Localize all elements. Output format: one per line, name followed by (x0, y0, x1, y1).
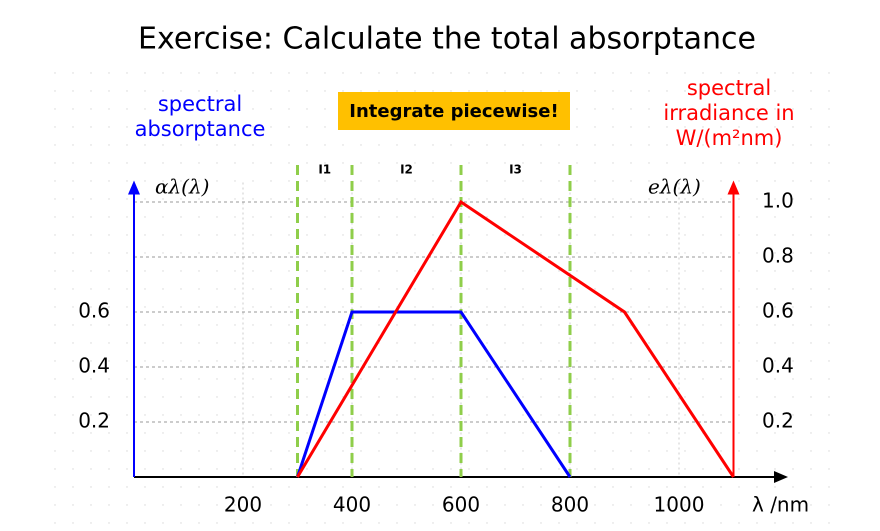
interval-label: I1 (318, 163, 331, 177)
y2-tick-label: 0.4 (762, 354, 794, 378)
x-tick-label: 200 (224, 493, 262, 517)
interval-label: I3 (509, 163, 522, 177)
y2-tick-label: 0.2 (762, 409, 794, 433)
x-tick-label: 1000 (654, 493, 705, 517)
chart-title: Exercise: Calculate the total absorptanc… (138, 22, 756, 57)
series-line (296, 199, 735, 478)
y-tick-label: 0.6 (78, 299, 110, 323)
y2-axis-arrow (727, 180, 740, 195)
x-tick-label: 600 (442, 493, 480, 517)
series-label: spectral irradiance in W/(m²nm) (663, 76, 795, 150)
annotation: Integrate piecewise! (349, 101, 558, 122)
x-axis-arrow (774, 471, 788, 483)
interval-label: I2 (400, 163, 413, 177)
x-tick-label: 400 (333, 493, 371, 517)
series-symbol: αλ(λ) (155, 175, 209, 199)
y-tick-label: 0.2 (78, 409, 110, 433)
x-axis-label: λ /nm (752, 493, 809, 517)
background-grid (50, 65, 830, 531)
series-label: spectral absorptance (134, 92, 266, 141)
series-line (296, 310, 572, 478)
y2-tick-label: 0.8 (762, 244, 794, 268)
annotation-box (338, 92, 570, 130)
y-axis-arrow (128, 180, 140, 195)
y-tick-label: 0.4 (78, 354, 110, 378)
series-symbol: eλ(λ) (648, 175, 701, 199)
y2-tick-label: 1.0 (762, 189, 794, 213)
x-tick-label: 800 (551, 493, 589, 517)
y2-tick-label: 0.6 (762, 299, 794, 323)
